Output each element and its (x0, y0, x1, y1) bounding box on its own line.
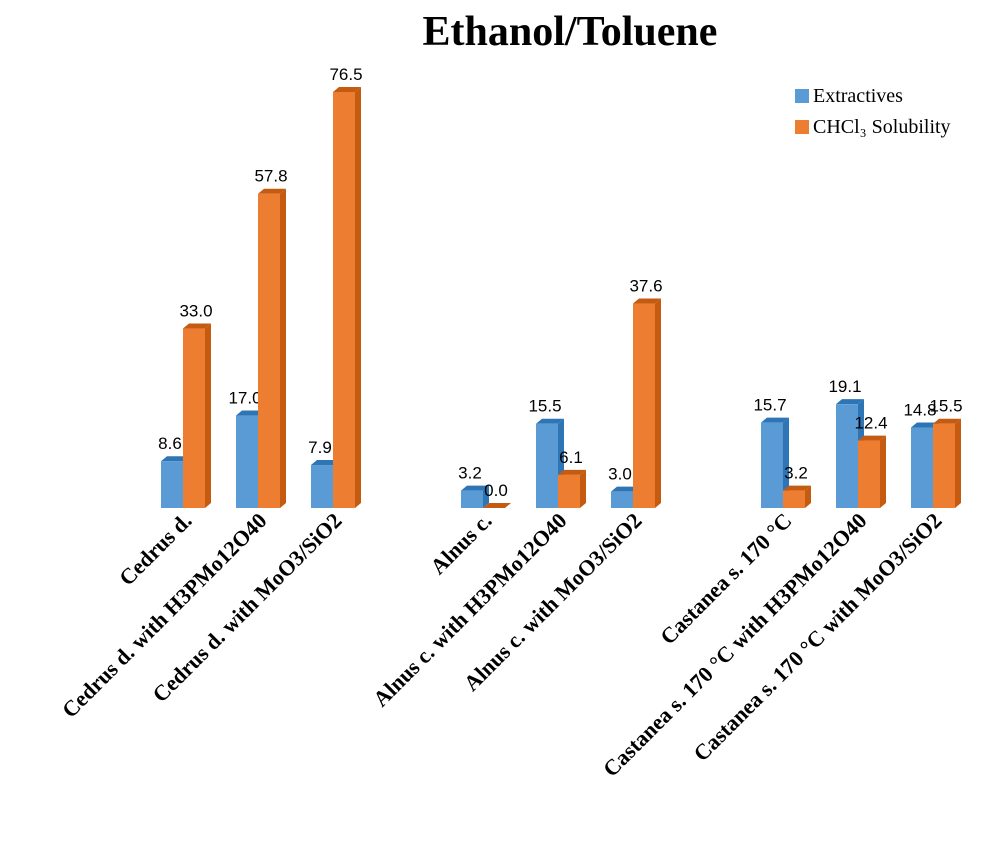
bar-face (836, 399, 864, 405)
bar-face (311, 460, 339, 466)
bar-face (911, 422, 939, 428)
bar-face (761, 422, 783, 508)
bar-face (536, 423, 558, 508)
bar-face (880, 435, 886, 508)
value-label: 19.1 (828, 377, 861, 396)
bar-face (355, 87, 361, 508)
bar-face (183, 323, 211, 329)
bar-face (611, 486, 639, 492)
bar-face (311, 465, 333, 508)
value-label: 15.5 (528, 397, 561, 416)
legend-swatch (795, 120, 809, 134)
bar (558, 469, 586, 508)
value-label: 3.2 (784, 464, 808, 483)
bar-face (783, 417, 789, 508)
bar-face (161, 456, 189, 462)
bar-face (580, 469, 586, 508)
value-label: 17.0 (228, 389, 261, 408)
bar-face (558, 469, 586, 475)
value-label: 76.5 (329, 65, 362, 84)
bar (783, 485, 811, 508)
bar-face (655, 298, 661, 508)
value-label: 15.7 (753, 396, 786, 415)
bar-face (461, 490, 483, 508)
bar (258, 188, 286, 508)
value-label: 0.0 (484, 481, 508, 500)
bar-face (236, 415, 258, 508)
bar-face (933, 423, 955, 508)
bar (461, 485, 489, 508)
bar-face (236, 410, 264, 416)
bar (183, 323, 211, 508)
bar-face (536, 418, 564, 424)
bar-face (183, 328, 205, 508)
bar (761, 417, 789, 508)
bar-face (161, 461, 183, 508)
bar-face (858, 435, 886, 441)
bar-face (836, 404, 858, 508)
bar-face (955, 418, 961, 508)
bar-face (280, 188, 286, 508)
legend-swatch (795, 89, 809, 103)
bar-face (805, 485, 811, 508)
bar-face (933, 418, 961, 424)
bar-face (783, 485, 811, 491)
x-tick-label: Alnus c. (425, 508, 496, 579)
bar-face (483, 485, 489, 508)
value-label: 12.4 (854, 414, 887, 433)
bar-face (558, 474, 580, 508)
bar-face (258, 188, 286, 194)
legend-label: Extractives (813, 85, 903, 107)
bar-face (258, 193, 280, 508)
value-label: 15.5 (929, 397, 962, 416)
bar-face (633, 298, 661, 304)
value-label: 57.8 (254, 167, 287, 186)
bar-face (205, 323, 211, 508)
chart-title: Ethanol/Toluene (423, 9, 718, 55)
value-label: 6.1 (559, 448, 583, 467)
bar-face (483, 503, 511, 508)
bar-face (783, 490, 805, 508)
bar (633, 298, 661, 508)
bar-face (611, 491, 633, 508)
bar (483, 503, 511, 508)
bar (333, 87, 361, 508)
value-label: 33.0 (179, 302, 212, 321)
x-tick-label: Castanea s. 170 °C (655, 508, 796, 649)
bar-face (858, 440, 880, 508)
value-label: 14.8 (903, 401, 936, 420)
x-tick-label: Castanea s. 170 °C with H3PMo12O40 (598, 508, 872, 782)
bar (858, 435, 886, 508)
bar-face (761, 417, 789, 423)
value-label: 3.0 (608, 465, 632, 484)
bar-face (461, 485, 489, 491)
bar-face (633, 303, 655, 508)
value-label: 7.9 (308, 438, 332, 457)
bar-face (911, 427, 933, 508)
legend-label: CHCl₃ Solubility (813, 116, 951, 138)
value-label: 3.2 (458, 464, 482, 483)
bar-face (333, 92, 355, 508)
value-label: 8.6 (158, 434, 182, 453)
value-label: 37.6 (629, 277, 662, 296)
bar-face (333, 87, 361, 92)
bar (933, 418, 961, 508)
